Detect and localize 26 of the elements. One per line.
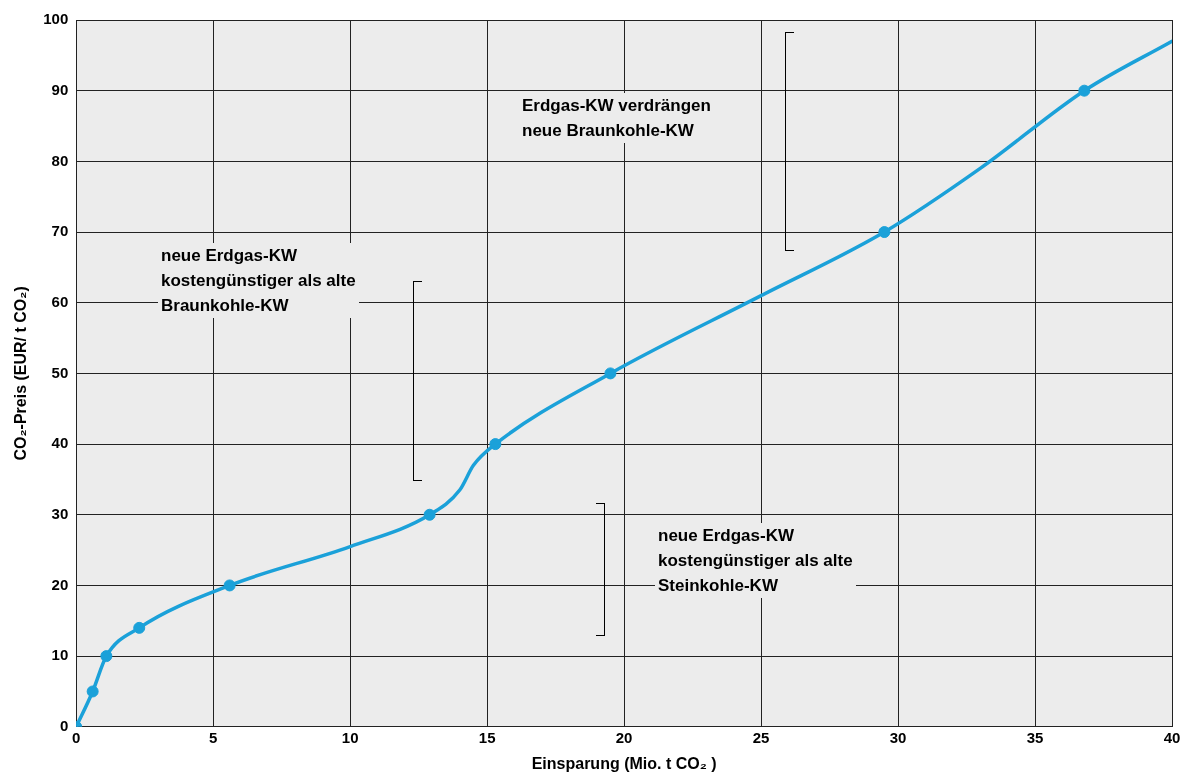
y-tick-label: 70 [51, 222, 69, 240]
y-tick-label: 90 [51, 80, 69, 98]
x-tick-label: 30 [889, 728, 907, 746]
y-tick-label: 100 [43, 10, 69, 28]
x-tick-label: 15 [478, 728, 496, 746]
y-tick-label: 60 [51, 292, 69, 310]
y-tick-label: 80 [51, 151, 69, 169]
y-tick-label: 50 [51, 363, 69, 381]
y-tick-label: 40 [51, 434, 69, 452]
y-tick-label: 20 [51, 575, 69, 593]
x-tick-label: 0 [72, 728, 81, 746]
x-tick-label: 25 [752, 728, 770, 746]
x-tick-label: 35 [1026, 728, 1044, 746]
x-tick-label: 20 [615, 728, 633, 746]
x-axis-title: Einsparung (Mio. t CO₂ ) [531, 754, 717, 772]
annotation: Erdgas-KW verdrängen neue Braunkohle-KW [519, 93, 714, 143]
y-axis-title: CO₂-Preis (EUR/ t CO₂) [12, 286, 30, 461]
annotation: neue Erdgas-KW kostengünstiger als alte Braunkohle-KW [158, 243, 359, 318]
x-tick-label: 10 [341, 728, 359, 746]
x-tick-label: 5 [209, 728, 218, 746]
annotation: neue Erdgas-KW kostengünstiger als alte Steinkohle-KW [655, 523, 856, 598]
y-tick-label: 30 [51, 504, 69, 522]
y-tick-label: 10 [51, 646, 69, 664]
line-series [76, 39, 1172, 727]
x-tick-label: 40 [1163, 728, 1181, 746]
y-tick-label: 0 [59, 716, 69, 734]
